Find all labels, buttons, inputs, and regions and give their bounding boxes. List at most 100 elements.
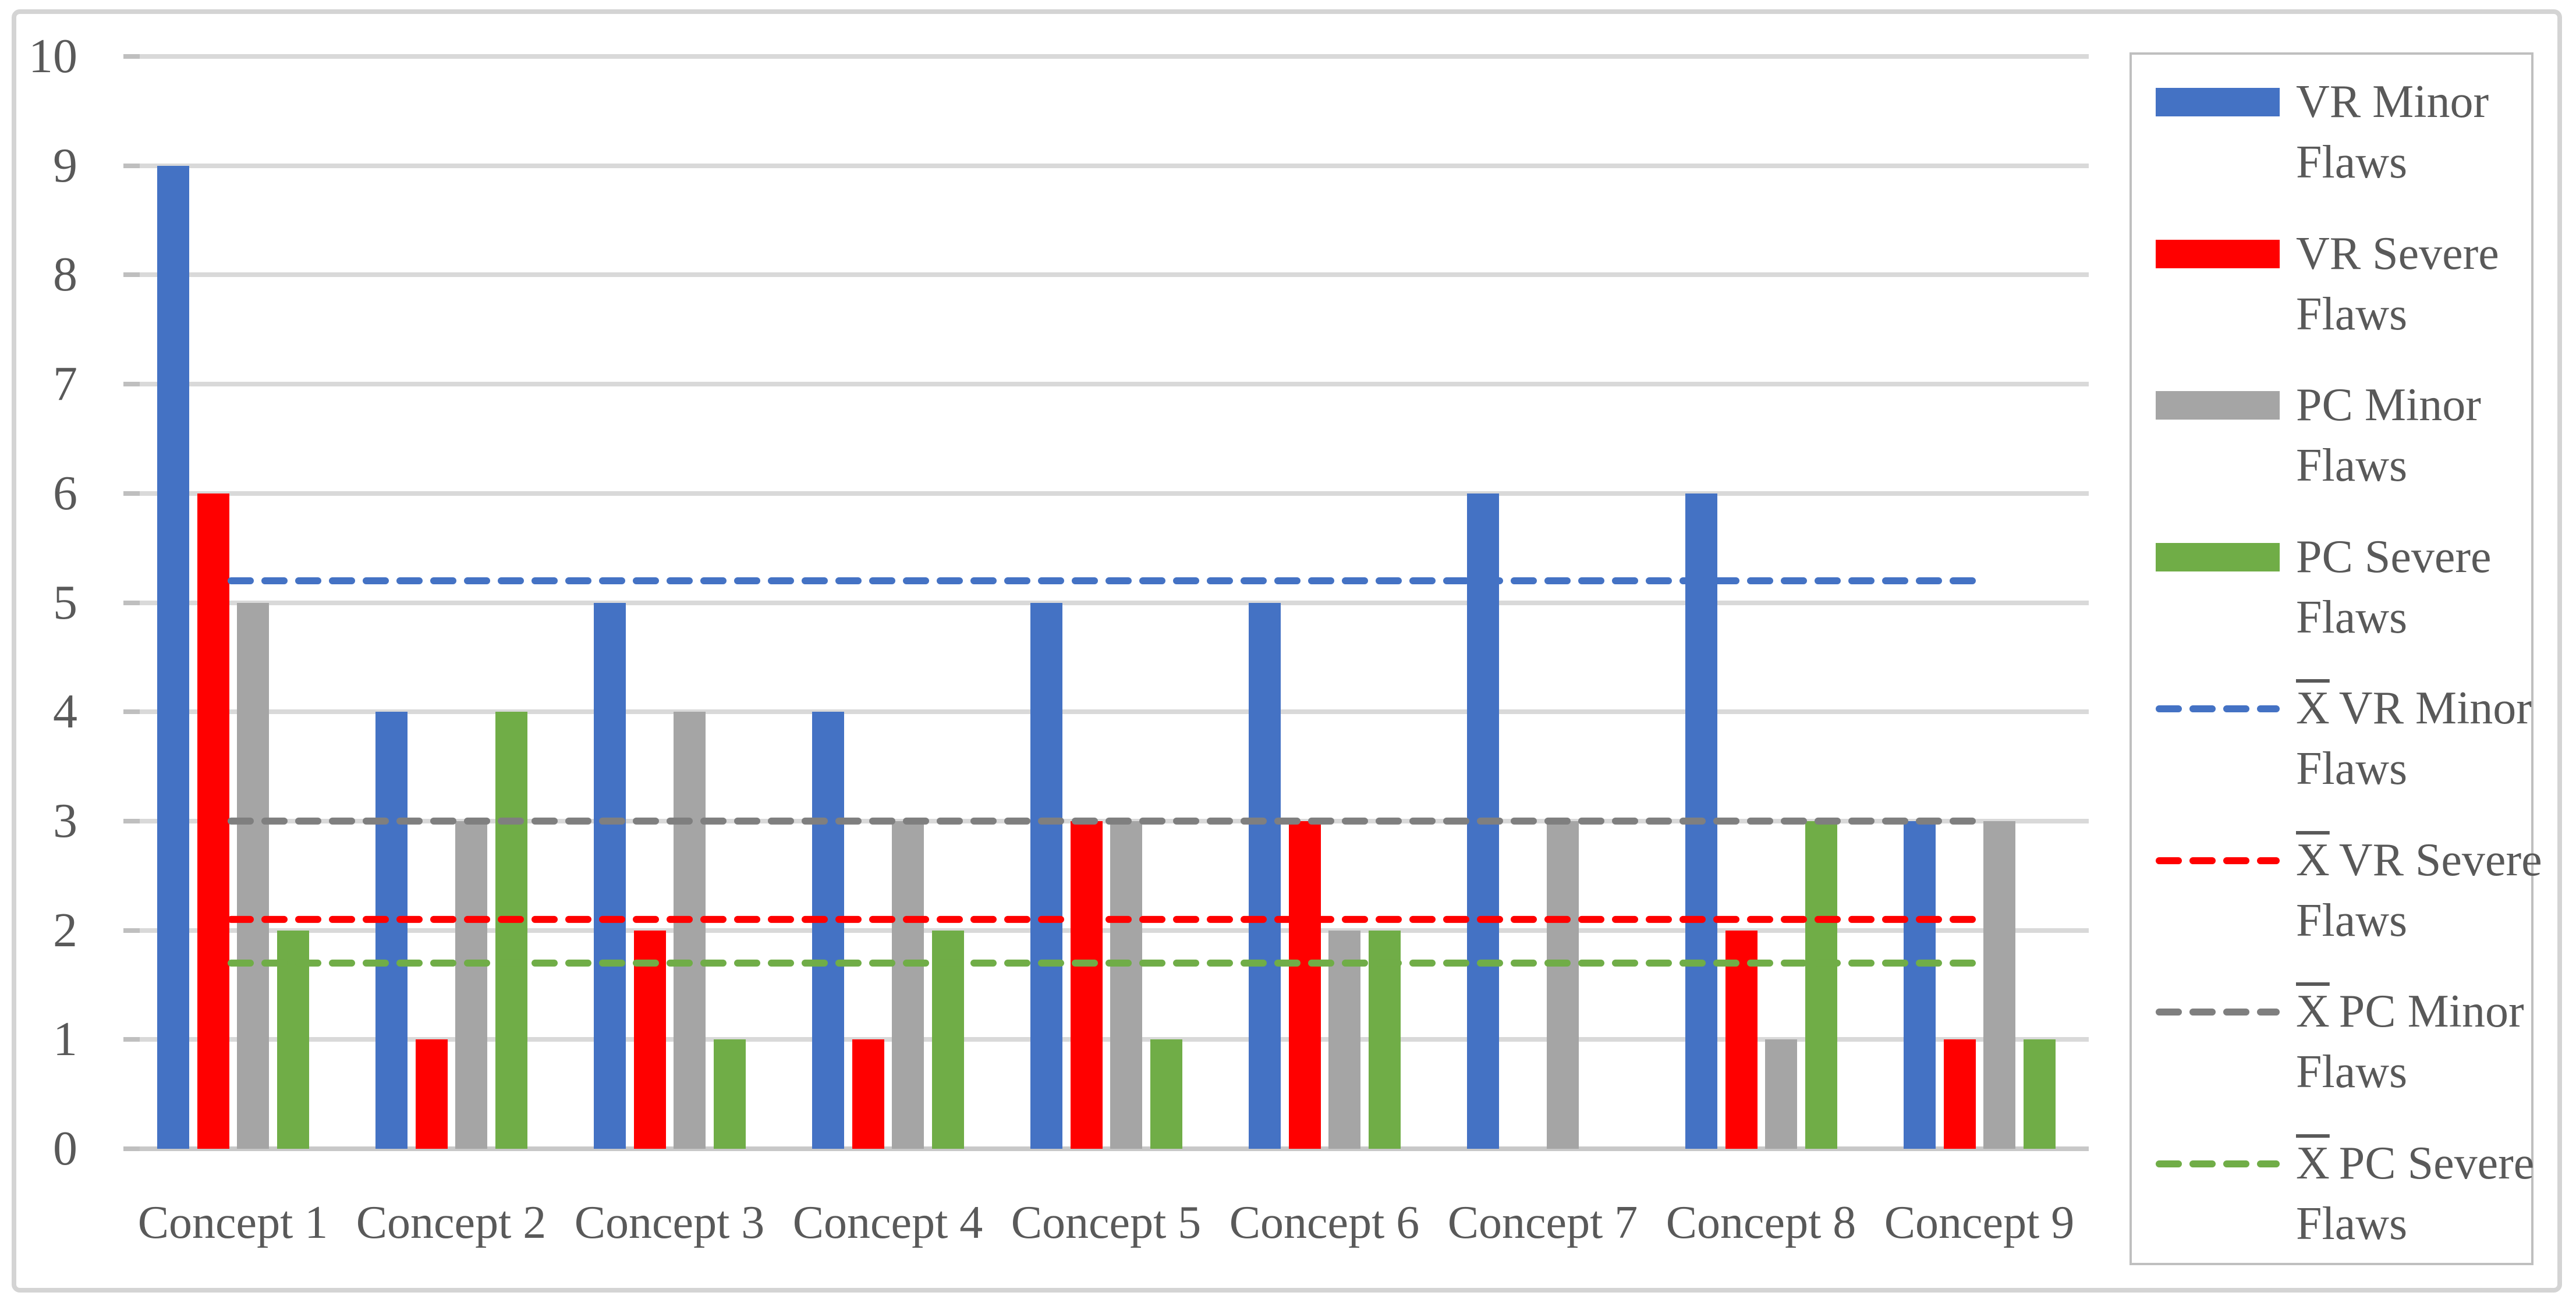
bar-pc-severe-flaws-c5 bbox=[1150, 1039, 1182, 1149]
gridline bbox=[123, 600, 2089, 605]
dashed-line-glyph bbox=[2156, 705, 2280, 712]
x-axis-label: Concept 8 bbox=[1666, 1197, 1856, 1248]
legend-label-line1: VR Minor bbox=[2338, 683, 2532, 734]
y-axis-tick bbox=[123, 818, 140, 823]
bar-vr-severe-flaws-c4 bbox=[852, 1039, 884, 1149]
dashed-line-glyph bbox=[2156, 1160, 2280, 1167]
legend-label-line2: Flaws bbox=[2296, 592, 2408, 643]
bar-pc-minor-flaws-c9 bbox=[1983, 821, 2015, 1149]
y-axis-label: 8 bbox=[53, 247, 77, 302]
legend-label-line1: VR Severe bbox=[2296, 228, 2499, 279]
legend-label-line1: PC Severe bbox=[2296, 531, 2492, 583]
legend-swatch-icon bbox=[2156, 391, 2280, 420]
bar-vr-severe-flaws-c5 bbox=[1070, 821, 1103, 1149]
bar-pc-severe-flaws-c6 bbox=[1368, 930, 1401, 1149]
bar-pc-minor-flaws-c8 bbox=[1765, 1039, 1797, 1149]
x-axis-label: Concept 1 bbox=[137, 1197, 328, 1248]
bar-vr-severe-flaws-c9 bbox=[1943, 1039, 1976, 1149]
y-axis-label: 4 bbox=[53, 684, 77, 739]
x-axis-label: Concept 9 bbox=[1884, 1197, 2075, 1248]
bar-pc-minor-flaws-c5 bbox=[1110, 821, 1142, 1149]
legend-item: PC Severe Flaws bbox=[2132, 484, 2531, 643]
bar-pc-severe-flaws-c4 bbox=[931, 930, 964, 1149]
legend-item: VR Minor Flaws bbox=[2132, 29, 2531, 188]
legend-item-label: VR Minor Flaws bbox=[2296, 72, 2527, 193]
legend-dashed-line-icon bbox=[2156, 1008, 2280, 1016]
legend-label-line2: Flaws bbox=[2296, 1046, 2408, 1098]
x-axis-label: Concept 2 bbox=[356, 1197, 547, 1248]
legend-label-line2: Flaws bbox=[2296, 1198, 2408, 1249]
y-axis-tick bbox=[123, 928, 140, 933]
legend-item-label: X VR Severe Flaws bbox=[2296, 830, 2542, 951]
mean-symbol: X bbox=[2296, 683, 2330, 734]
legend-label-line2: Flaws bbox=[2296, 895, 2408, 946]
y-axis-tick bbox=[123, 163, 140, 168]
y-axis-label: 2 bbox=[53, 903, 77, 957]
x-axis-label: Concept 6 bbox=[1229, 1197, 1420, 1248]
bar-vr-minor-flaws-c2 bbox=[375, 712, 408, 1149]
legend-label-line2: Flaws bbox=[2296, 289, 2408, 340]
legend-item: X PC Severe Flaws bbox=[2132, 1091, 2534, 1249]
y-axis-tick bbox=[123, 1037, 140, 1042]
bar-vr-severe-flaws-c1 bbox=[197, 493, 229, 1149]
bar-pc-minor-flaws-c3 bbox=[674, 712, 706, 1149]
figure-border bbox=[12, 9, 2562, 1293]
x-axis-label: Concept 7 bbox=[1447, 1197, 1638, 1248]
legend-dashed-line-icon bbox=[2156, 857, 2280, 865]
gridline bbox=[123, 382, 2089, 387]
legend-swatch-icon bbox=[2156, 543, 2280, 571]
bar-pc-severe-flaws-c2 bbox=[495, 712, 527, 1149]
legend-item-label: X PC Severe Flaws bbox=[2296, 1133, 2534, 1254]
legend-item: VR Severe Flaws bbox=[2132, 181, 2531, 340]
bar-pc-minor-flaws-c6 bbox=[1328, 930, 1360, 1149]
gridline bbox=[123, 928, 2089, 933]
gridline bbox=[123, 1037, 2089, 1042]
gridline bbox=[123, 272, 2089, 278]
legend-swatch-icon bbox=[2156, 240, 2280, 268]
legend-label-line1: PC Minor bbox=[2296, 379, 2481, 431]
y-axis-tick bbox=[123, 272, 140, 278]
legend-item: X PC Minor Flaws bbox=[2132, 939, 2531, 1098]
legend-label-line2: Flaws bbox=[2296, 440, 2408, 491]
bar-pc-severe-flaws-c3 bbox=[713, 1039, 746, 1149]
bar-pc-severe-flaws-c8 bbox=[1805, 821, 1837, 1149]
gridline bbox=[123, 54, 2089, 59]
x-axis-label: Concept 5 bbox=[1011, 1197, 1202, 1248]
dashed-line-glyph bbox=[2156, 857, 2280, 864]
legend-item-label: X VR Minor Flaws bbox=[2296, 678, 2532, 799]
bar-pc-minor-flaws-c7 bbox=[1547, 821, 1579, 1149]
bar-vr-minor-flaws-c5 bbox=[1030, 602, 1062, 1149]
gridline bbox=[123, 491, 2089, 496]
y-axis-tick bbox=[123, 491, 140, 496]
y-axis-tick bbox=[123, 382, 140, 387]
legend-item: PC Minor Flaws bbox=[2132, 332, 2531, 491]
y-axis-label: 9 bbox=[53, 138, 77, 193]
y-axis-label: 3 bbox=[53, 793, 77, 848]
mean-symbol: X bbox=[2296, 986, 2330, 1037]
legend-item: X VR Severe Flaws bbox=[2132, 787, 2542, 946]
y-axis-tick bbox=[123, 1146, 140, 1151]
y-axis-tick bbox=[123, 600, 140, 605]
y-axis-tick bbox=[123, 54, 140, 59]
mean-symbol: X bbox=[2296, 835, 2330, 886]
legend-item-label: PC Severe Flaws bbox=[2296, 527, 2527, 648]
bar-vr-minor-flaws-c3 bbox=[594, 602, 626, 1149]
x-axis-label: Concept 4 bbox=[792, 1197, 983, 1248]
gridline bbox=[123, 709, 2089, 715]
legend-item-label: X PC Minor Flaws bbox=[2296, 981, 2527, 1102]
x-axis-label: Concept 3 bbox=[574, 1197, 765, 1248]
bar-vr-minor-flaws-c9 bbox=[1904, 821, 1936, 1149]
bar-pc-severe-flaws-c9 bbox=[2023, 1039, 2056, 1149]
legend-swatch-icon bbox=[2156, 88, 2280, 116]
bar-vr-minor-flaws-c6 bbox=[1249, 602, 1281, 1149]
legend-label-line1: VR Minor bbox=[2296, 76, 2489, 127]
bar-vr-severe-flaws-c3 bbox=[633, 930, 666, 1149]
mean-symbol: X bbox=[2296, 1138, 2330, 1189]
y-axis-label: 1 bbox=[53, 1012, 77, 1067]
bar-pc-minor-flaws-c1 bbox=[237, 602, 269, 1149]
y-axis-label: 0 bbox=[53, 1121, 77, 1176]
bar-vr-severe-flaws-c2 bbox=[415, 1039, 448, 1149]
